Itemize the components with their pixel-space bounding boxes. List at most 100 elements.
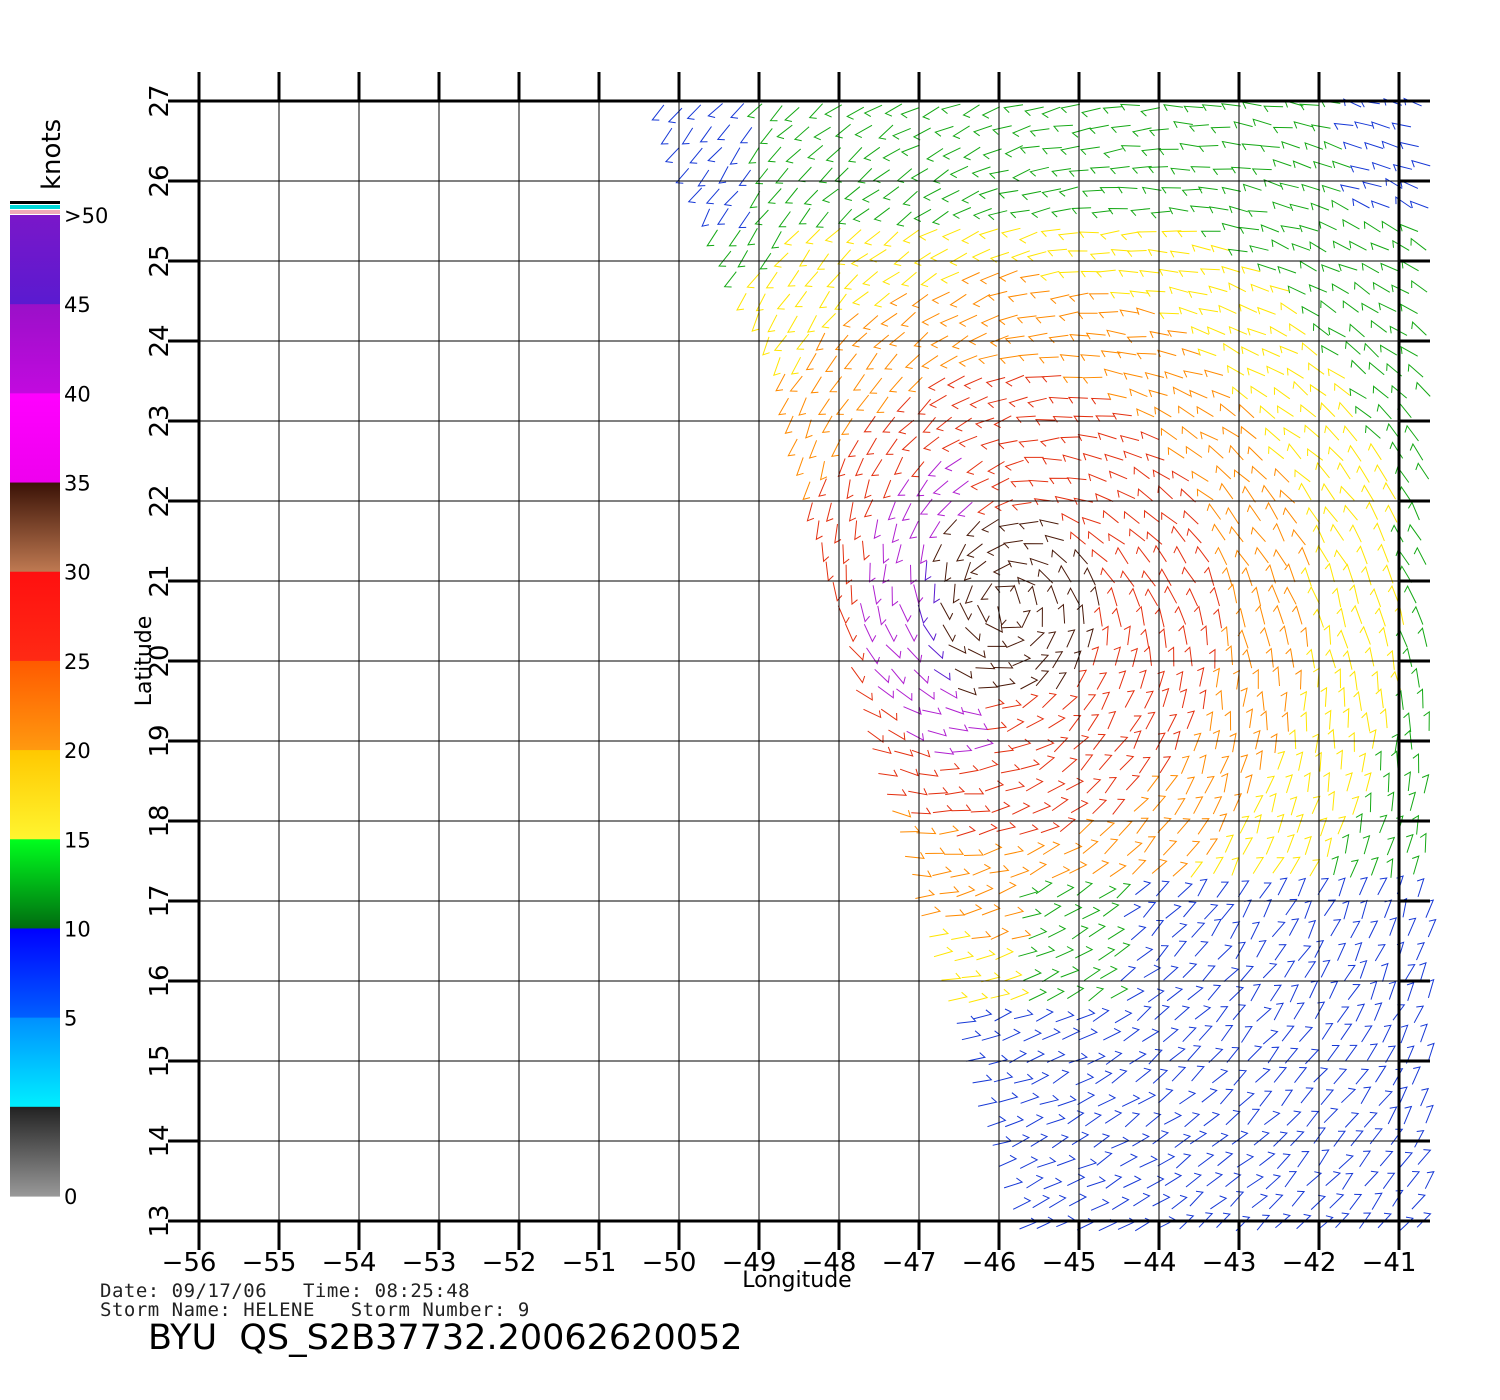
wind-barb bbox=[1265, 647, 1274, 668]
wind-barb bbox=[964, 787, 985, 795]
wind-barb bbox=[1154, 406, 1172, 418]
wind-barb bbox=[1358, 1212, 1372, 1229]
wind-barb bbox=[1198, 307, 1219, 316]
wind-barb bbox=[1361, 565, 1372, 586]
wind-barb bbox=[1240, 425, 1257, 440]
wind-barb bbox=[972, 1074, 993, 1084]
wind-barb bbox=[1004, 906, 1025, 917]
wind-barb bbox=[934, 125, 954, 137]
wind-barb bbox=[1081, 189, 1103, 198]
wind-barb bbox=[1093, 606, 1103, 627]
wind-barb bbox=[972, 863, 992, 876]
wind-barb bbox=[798, 207, 811, 225]
wind-barb bbox=[1306, 1171, 1323, 1186]
wind-barb bbox=[929, 248, 948, 262]
wind-barb bbox=[1377, 877, 1388, 896]
wind-barb bbox=[1254, 546, 1269, 564]
wind-barb bbox=[928, 521, 941, 539]
wind-barb bbox=[1143, 645, 1152, 666]
wind-barb bbox=[906, 730, 925, 742]
wind-barb bbox=[1416, 1212, 1432, 1228]
wind-barb bbox=[930, 335, 949, 349]
wind-barb bbox=[824, 228, 841, 243]
wind-barb bbox=[1361, 262, 1380, 274]
wind-barb bbox=[1048, 477, 1069, 485]
wind-barb bbox=[1361, 302, 1379, 314]
wind-barb bbox=[877, 605, 887, 626]
wind-barb bbox=[1132, 859, 1147, 875]
wind-barb bbox=[1076, 1008, 1096, 1021]
wind-barb bbox=[1193, 605, 1204, 626]
wind-barb bbox=[897, 479, 910, 496]
wind-barb bbox=[1096, 1151, 1113, 1166]
wind-barb bbox=[775, 167, 789, 184]
wind-barb bbox=[899, 604, 912, 623]
wind-barb bbox=[1086, 1176, 1106, 1188]
wind-barb bbox=[681, 127, 694, 145]
latitude-tick-label: 16 bbox=[145, 964, 175, 997]
wind-barb bbox=[962, 104, 980, 118]
wind-barb bbox=[902, 229, 920, 244]
wind-barb bbox=[1318, 1149, 1330, 1167]
wind-barb bbox=[1210, 244, 1230, 253]
wind-barb bbox=[958, 435, 978, 448]
wind-barb bbox=[1399, 141, 1419, 150]
wind-barb bbox=[1082, 906, 1101, 920]
wind-barb bbox=[998, 1154, 1018, 1168]
wind-barb bbox=[1103, 1027, 1122, 1041]
wind-barb bbox=[1310, 202, 1330, 211]
wind-barb bbox=[1280, 225, 1300, 233]
wind-barb bbox=[978, 354, 998, 365]
wind-barb bbox=[1246, 367, 1266, 377]
wind-barb bbox=[1229, 732, 1237, 753]
wind-barb bbox=[1199, 268, 1220, 275]
wind-barb bbox=[1224, 834, 1234, 853]
wind-barb bbox=[1163, 965, 1179, 981]
wind-barb bbox=[1047, 925, 1067, 938]
wind-barb bbox=[904, 353, 921, 369]
wind-barb bbox=[922, 707, 942, 715]
wind-barb bbox=[944, 457, 962, 472]
wind-barb bbox=[1081, 107, 1101, 118]
wind-barb bbox=[807, 145, 824, 160]
wind-barb bbox=[1264, 427, 1281, 442]
wind-barb bbox=[1060, 103, 1080, 114]
wind-barb bbox=[1252, 668, 1259, 689]
wind-barb bbox=[1184, 1112, 1201, 1128]
wind-barb bbox=[1372, 385, 1389, 399]
wind-barb bbox=[970, 805, 991, 813]
wind-barb bbox=[1308, 284, 1328, 293]
wind-barb bbox=[1362, 834, 1371, 855]
wind-barb bbox=[1133, 730, 1142, 749]
wind-barb bbox=[1229, 986, 1245, 1002]
wind-barb bbox=[1411, 1193, 1426, 1210]
wind-barb bbox=[1321, 482, 1336, 501]
wind-barb bbox=[1368, 920, 1379, 939]
wind-barb bbox=[1041, 147, 1062, 155]
wind-barb bbox=[985, 623, 1003, 633]
wind-barb bbox=[1272, 604, 1284, 625]
wind-barb bbox=[1105, 1050, 1123, 1065]
wind-barb bbox=[837, 208, 853, 225]
wind-barb bbox=[903, 706, 922, 715]
wind-barb bbox=[1416, 878, 1425, 898]
wind-barb bbox=[1372, 281, 1391, 293]
wind-barb bbox=[1242, 899, 1252, 918]
wind-barb bbox=[1277, 265, 1297, 274]
wind-barb bbox=[1149, 330, 1169, 339]
wind-barb bbox=[1259, 882, 1272, 899]
wind-barb bbox=[1270, 984, 1282, 1002]
wind-barb bbox=[944, 562, 952, 583]
wind-barb bbox=[1058, 311, 1079, 322]
wind-barb bbox=[1027, 842, 1046, 856]
wind-barb bbox=[1312, 667, 1320, 688]
wind-barb bbox=[1058, 564, 1072, 583]
wind-barb bbox=[1365, 424, 1381, 439]
wind-barb bbox=[1009, 209, 1030, 219]
wind-barb bbox=[837, 249, 851, 266]
wind-barb bbox=[1011, 929, 1032, 940]
wind-barb bbox=[952, 480, 969, 495]
wind-barb bbox=[1089, 166, 1110, 174]
wind-barb bbox=[1145, 453, 1165, 461]
